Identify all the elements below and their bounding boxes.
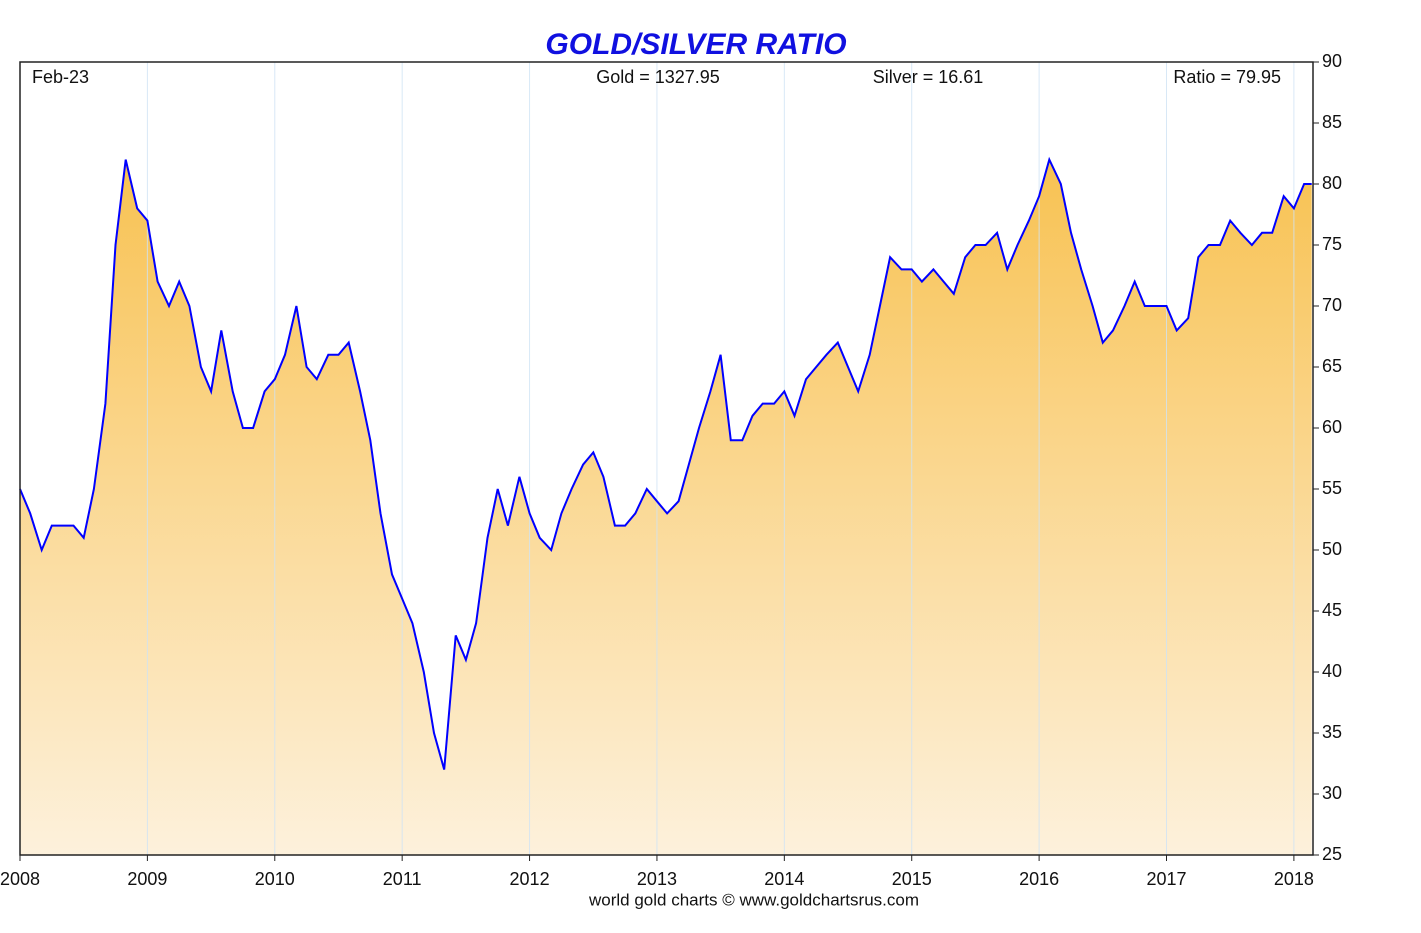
x-tick-label: 2013	[637, 869, 677, 889]
y-tick-label: 55	[1322, 478, 1342, 498]
x-tick-label: 2016	[1019, 869, 1059, 889]
y-tick-label: 50	[1322, 539, 1342, 559]
y-tick-label: 25	[1322, 844, 1342, 864]
y-tick-label: 90	[1322, 51, 1342, 71]
annotation: Silver = 16.61	[873, 67, 984, 87]
y-tick-label: 80	[1322, 173, 1342, 193]
y-tick-label: 35	[1322, 722, 1342, 742]
y-tick-label: 85	[1322, 112, 1342, 132]
footer: world gold charts © www.goldchartsrus.co…	[588, 890, 919, 909]
plot-border	[19, 61, 1314, 856]
y-tick-label: 30	[1322, 783, 1342, 803]
annotation: Ratio = 79.95	[1173, 67, 1281, 87]
y-tick-label: 75	[1322, 234, 1342, 254]
annotation: Feb-23	[32, 67, 89, 87]
y-tick-label: 45	[1322, 600, 1342, 620]
x-tick-label: 2015	[892, 869, 932, 889]
x-tick-label: 2010	[255, 869, 295, 889]
x-tick-label: 2017	[1146, 869, 1186, 889]
y-tick-label: 40	[1322, 661, 1342, 681]
y-tick-label: 70	[1322, 295, 1342, 315]
x-tick-label: 2018	[1274, 869, 1314, 889]
annotation: Gold = 1327.95	[596, 67, 720, 87]
area-fill	[20, 159, 1312, 856]
x-tick-label: 2008	[0, 869, 40, 889]
y-tick-label: 65	[1322, 356, 1342, 376]
x-tick-label: 2012	[510, 869, 550, 889]
x-tick-label: 2014	[764, 869, 804, 889]
x-tick-label: 2011	[383, 869, 422, 889]
ratio-line	[19, 156, 1312, 770]
x-tick-label: 2009	[127, 869, 167, 889]
y-tick-label: 60	[1322, 417, 1342, 437]
chart-title: GOLD/SILVER RATIO	[545, 28, 846, 61]
